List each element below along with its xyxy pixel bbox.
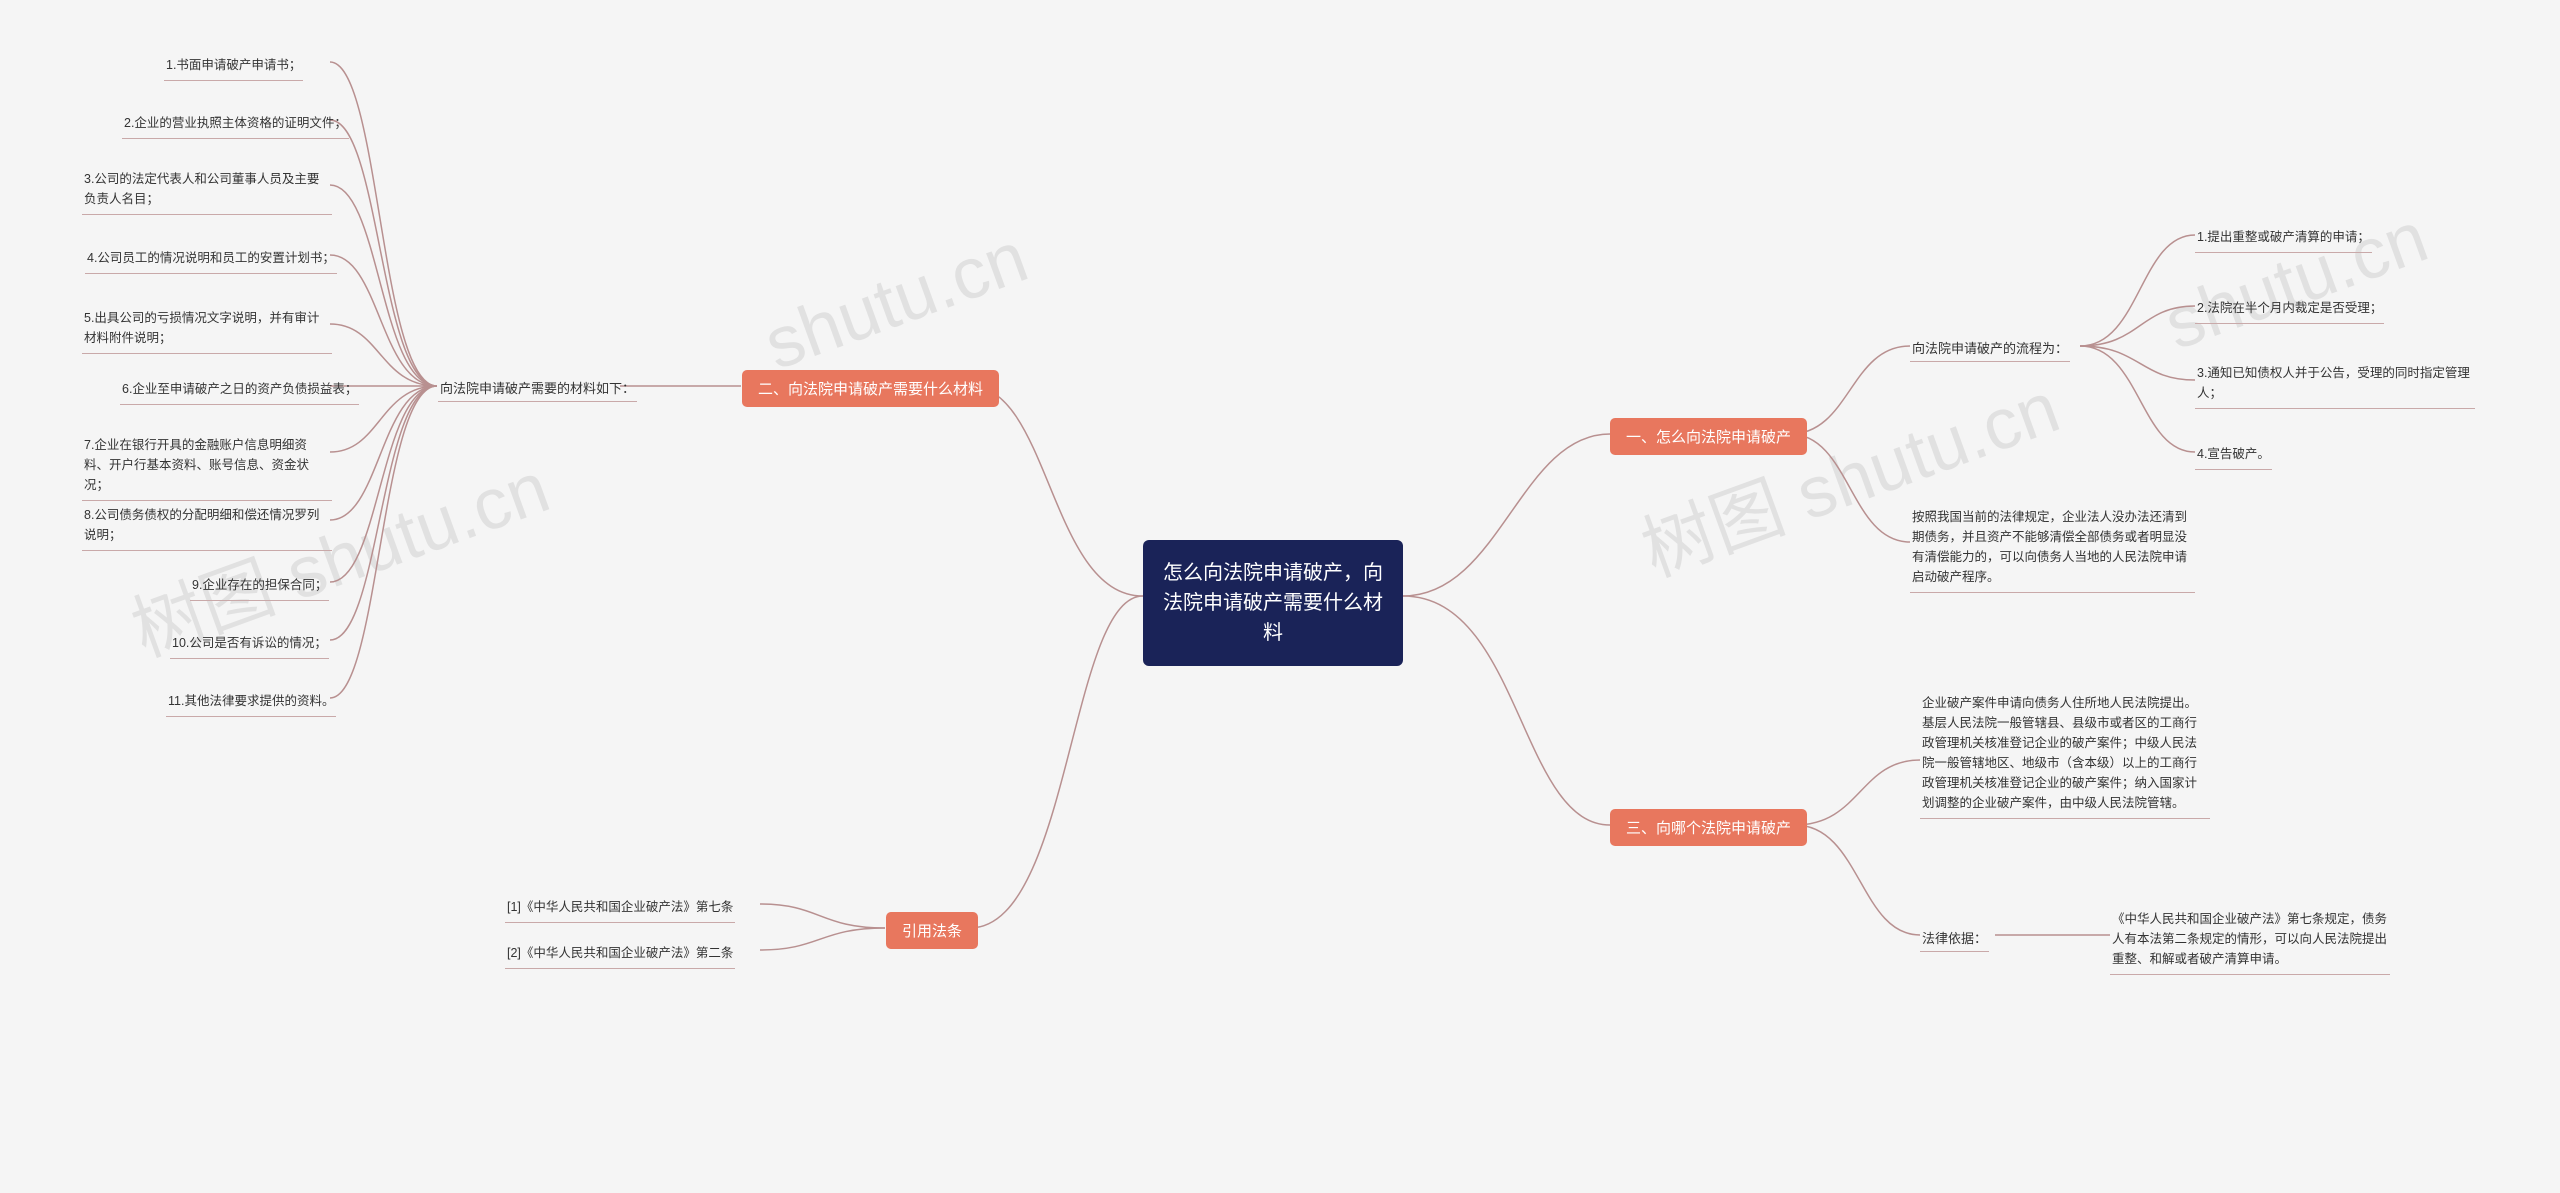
leaf-1-4: 4.宣告破产。 (2195, 439, 2272, 470)
leaf-2-1: 1.书面申请破产申请书； (164, 50, 303, 81)
branch-3: 三、向哪个法院申请破产 (1610, 809, 1807, 846)
watermark: shutu.cn (754, 216, 1038, 386)
leaf-1-3: 3.通知已知债权人并于公告，受理的同时指定管理人； (2195, 358, 2475, 409)
leaf-2-5: 5.出具公司的亏损情况文字说明，并有审计材料附件说明； (82, 303, 332, 354)
leaf-4-1: [1]《中华人民共和国企业破产法》第七条 (505, 892, 735, 923)
branch-1: 一、怎么向法院申请破产 (1610, 418, 1807, 455)
branch-2: 二、向法院申请破产需要什么材料 (742, 370, 999, 407)
leaf-2-9: 9.企业存在的担保合同； (190, 570, 329, 601)
leaf-1-1: 1.提出重整或破产清算的申请； (2195, 222, 2372, 253)
leaf-1-2: 2.法院在半个月内裁定是否受理； (2195, 293, 2384, 324)
branch-4: 引用法条 (886, 912, 978, 949)
sub-1a: 向法院申请破产的流程为： (1910, 334, 2070, 362)
leaf-2-10: 10.公司是否有诉讼的情况； (170, 628, 329, 659)
leaf-2-6: 6.企业至申请破产之日的资产负债损益表； (120, 374, 359, 405)
leaf-4-2: [2]《中华人民共和国企业破产法》第二条 (505, 938, 735, 969)
leaf-3-law: 《中华人民共和国企业破产法》第七条规定，债务人有本法第二条规定的情形，可以向人民… (2110, 904, 2390, 975)
leaf-1-note: 按照我国当前的法律规定，企业法人没办法还清到期债务，并且资产不能够清偿全部债务或… (1910, 502, 2195, 593)
sub-2a: 向法院申请破产需要的材料如下： (438, 374, 637, 402)
leaf-2-2: 2.企业的营业执照主体资格的证明文件； (122, 108, 349, 139)
leaf-2-7: 7.企业在银行开具的金融账户信息明细资料、开户行基本资料、账号信息、资金状况； (82, 430, 332, 501)
leaf-2-4: 4.公司员工的情况说明和员工的安置计划书； (85, 243, 337, 274)
leaf-2-3: 3.公司的法定代表人和公司董事人员及主要负责人名目； (82, 164, 332, 215)
leaf-2-8: 8.公司债务债权的分配明细和偿还情况罗列说明； (82, 500, 332, 551)
root-node: 怎么向法院申请破产，向法院申请破产需要什么材料 (1143, 540, 1403, 666)
leaf-2-11: 11.其他法律要求提供的资料。 (166, 686, 336, 717)
leaf-3-main: 企业破产案件申请向债务人住所地人民法院提出。基层人民法院一般管辖县、县级市或者区… (1920, 688, 2210, 819)
sub-3a: 法律依据： (1920, 924, 1989, 952)
